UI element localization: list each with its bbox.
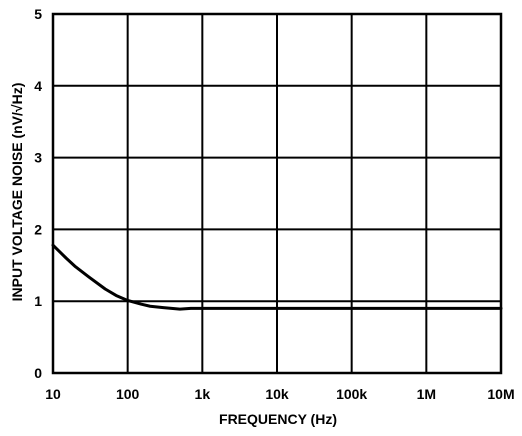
x-tick-label-2: 1k <box>195 386 211 402</box>
x-tick-labels: 10 100 1k 10k 100k 1M 10M <box>45 386 514 402</box>
x-tick-label-6: 10M <box>487 386 514 402</box>
x-tick-label-4: 100k <box>336 386 367 402</box>
plot-frame <box>51 12 503 375</box>
y-tick-label-4: 4 <box>34 78 42 94</box>
x-axis-label: FREQUENCY (Hz) <box>219 411 337 427</box>
x-tick-label-5: 1M <box>417 386 436 402</box>
series-layer <box>51 243 503 311</box>
y-axis-label: INPUT VOLTAGE NOISE (nV/√Hz) <box>9 83 25 302</box>
x-tick-label-0: 10 <box>45 386 61 402</box>
x-tick-label-1: 100 <box>116 386 140 402</box>
y-tick-label-0: 0 <box>34 365 42 381</box>
plot-border <box>51 12 503 375</box>
y-tick-label-5: 5 <box>34 6 42 22</box>
y-tick-labels: 0 1 2 3 4 5 <box>34 6 42 381</box>
series-line-0 <box>51 243 503 311</box>
y-tick-label-3: 3 <box>34 150 42 166</box>
grid <box>52 13 502 374</box>
x-tick-label-3: 10k <box>265 386 289 402</box>
y-tick-label-1: 1 <box>34 293 42 309</box>
y-tick-label-2: 2 <box>34 221 42 237</box>
